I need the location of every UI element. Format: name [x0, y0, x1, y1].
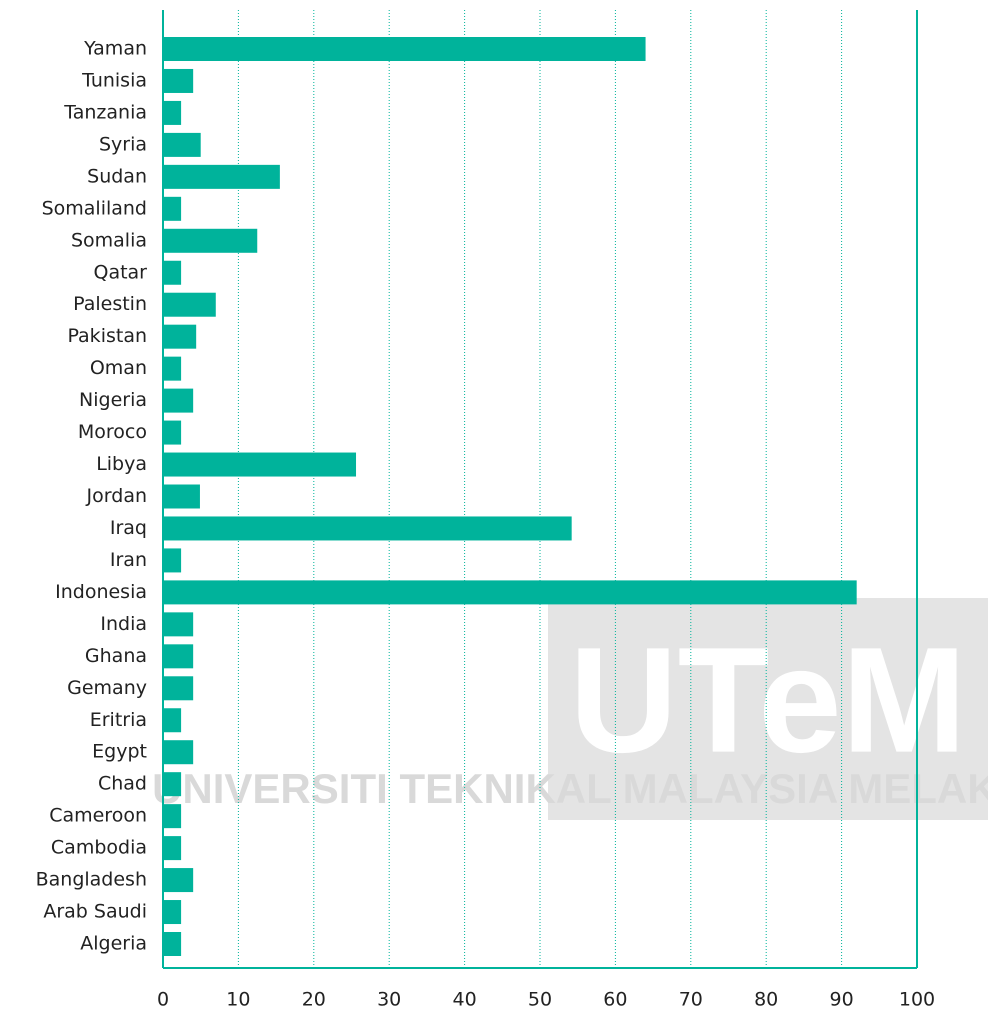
y-tick-label: Nigeria: [79, 389, 147, 411]
bar: [163, 420, 182, 445]
y-tick-label: Iraq: [110, 517, 147, 539]
bar: [163, 740, 194, 765]
y-tick-label: Ghana: [85, 645, 147, 667]
y-tick-label: Pakistan: [67, 325, 147, 347]
y-tick-label: Gemany: [67, 677, 147, 699]
y-tick-label: Qatar: [93, 261, 147, 283]
bar: [163, 644, 194, 669]
y-tick-label: Palestin: [73, 293, 147, 315]
y-tick-label: Yaman: [83, 38, 147, 60]
watermark-box: [548, 598, 988, 820]
x-tick-label: 0: [157, 989, 169, 1011]
bar: [163, 132, 201, 157]
bar: [163, 772, 182, 797]
bar: [163, 804, 182, 829]
bar: [163, 484, 200, 509]
bar: [163, 836, 182, 861]
bar: [163, 292, 216, 317]
y-tick-label: Indonesia: [55, 581, 147, 603]
x-tick-label: 100: [899, 989, 935, 1011]
bar: [163, 324, 197, 349]
bar: [163, 196, 182, 221]
y-tick-label: Libya: [96, 453, 147, 475]
bar: [163, 164, 280, 189]
y-tick-label: India: [100, 613, 147, 635]
bar: [163, 68, 194, 93]
x-tick-label: 10: [226, 989, 250, 1011]
bar: [163, 100, 182, 125]
x-tick-label: 20: [302, 989, 326, 1011]
y-tick-label: Egypt: [92, 741, 147, 763]
y-tick-label: Tanzania: [63, 101, 147, 123]
y-tick-label: Somalia: [71, 229, 147, 251]
x-tick-label: 30: [377, 989, 401, 1011]
bar: [163, 612, 194, 637]
bar: [163, 356, 182, 381]
x-tick-label: 80: [754, 989, 778, 1011]
y-tick-label: Algeria: [80, 933, 147, 955]
y-tick-label: Jordan: [86, 485, 147, 507]
bar: [163, 228, 258, 253]
x-tick-label: 90: [830, 989, 854, 1011]
bar: [163, 452, 357, 477]
y-tick-label: Tunisia: [81, 69, 147, 91]
x-tick-label: 50: [528, 989, 552, 1011]
bar: [163, 260, 182, 285]
bar: [163, 868, 194, 893]
y-tick-label: Cameroon: [49, 805, 147, 827]
x-tick-label: 70: [679, 989, 703, 1011]
bar: [163, 548, 182, 573]
bar: [163, 676, 194, 701]
bar: [163, 580, 857, 605]
y-tick-label: Syria: [99, 133, 147, 155]
y-tick-label: Bangladesh: [36, 869, 147, 891]
bar: [163, 37, 646, 61]
y-tick-label: Oman: [90, 357, 147, 379]
bar: [163, 516, 572, 541]
bar: [163, 932, 182, 956]
watermark: UTeM UNIVERSITI TEKNIKAL MALAYSIA MELAKA: [152, 598, 988, 820]
y-tick-label: Somaliland: [42, 197, 147, 219]
y-tick-label: Chad: [98, 773, 147, 795]
y-tick-label: Cambodia: [51, 837, 147, 859]
bar: [163, 900, 182, 925]
x-tick-label: 60: [603, 989, 627, 1011]
bar: [163, 708, 182, 733]
watermark-logo: UTeM: [569, 616, 966, 784]
bar: [163, 388, 194, 413]
watermark-name: UNIVERSITI TEKNIKAL MALAYSIA MELAKA: [152, 765, 988, 812]
y-tick-label: Eritria: [90, 709, 147, 731]
y-tick-label: Sudan: [87, 165, 147, 187]
x-tick-label: 40: [453, 989, 477, 1011]
y-tick-label: Iran: [110, 549, 147, 571]
y-tick-label: Moroco: [78, 421, 147, 443]
y-tick-label: Arab Saudi: [43, 901, 147, 923]
